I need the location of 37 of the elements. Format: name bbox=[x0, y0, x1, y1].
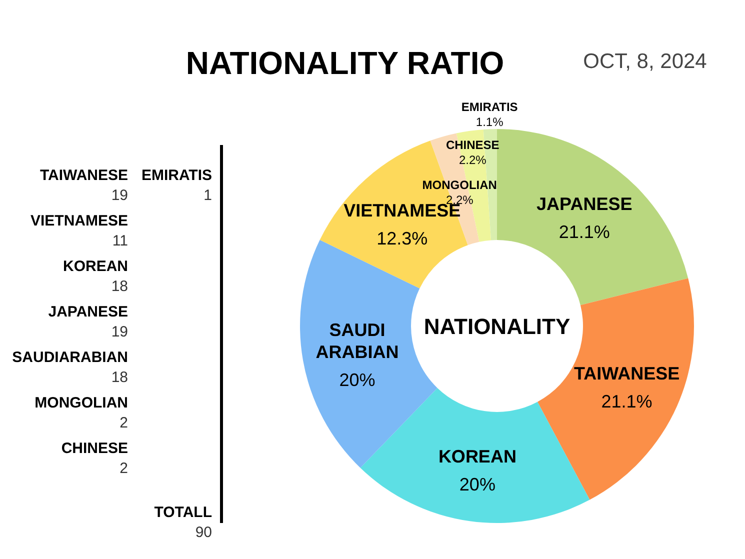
text: 2 bbox=[120, 414, 128, 432]
data-label: 20% bbox=[339, 370, 376, 390]
data-label: 2.2% bbox=[458, 153, 487, 167]
text: 19 bbox=[111, 324, 128, 340]
data-label: 12.3% bbox=[376, 228, 428, 248]
data-label: 1.1% bbox=[476, 115, 504, 129]
text: TAIWANESE bbox=[40, 167, 128, 184]
text: EMIRATIS bbox=[141, 167, 212, 184]
text: 18 bbox=[111, 278, 128, 295]
data-label: 21.1% bbox=[558, 222, 610, 242]
text: 19 bbox=[111, 187, 128, 204]
text: 2 bbox=[120, 460, 128, 477]
slice-label: CHINESE bbox=[446, 138, 500, 152]
text: MONGOLIAN bbox=[34, 394, 128, 412]
data-label: 20% bbox=[459, 474, 496, 495]
chart-title: NATIONALITY RATIO bbox=[186, 45, 504, 81]
slice-label: MONGOLIAN bbox=[422, 178, 497, 192]
donut-slice bbox=[497, 129, 688, 306]
data-label: 21.1% bbox=[601, 392, 652, 412]
text: CHINESE bbox=[61, 440, 128, 457]
text: SAUDIARABIAN bbox=[12, 349, 128, 366]
text: 90 bbox=[195, 524, 212, 541]
slice-label: KOREAN bbox=[438, 446, 516, 467]
text: KOREAN bbox=[62, 258, 128, 275]
slice-label: EMIRATIS bbox=[461, 100, 518, 114]
text: TOTALL bbox=[154, 504, 212, 521]
text: JAPANESE bbox=[48, 304, 128, 320]
donut-slice bbox=[360, 388, 590, 523]
text: 18 bbox=[111, 369, 128, 386]
text: NATIONALITY bbox=[424, 314, 570, 339]
slice-label: JAPANESE bbox=[536, 194, 632, 214]
slice-label: SAUDI ARABIAN bbox=[316, 320, 399, 362]
chart-subtitle: OCT, 8, 2024 bbox=[583, 50, 708, 73]
text: 11 bbox=[112, 232, 128, 250]
text: 1 bbox=[204, 187, 212, 204]
slice-label: TAIWANESE bbox=[574, 364, 680, 384]
text: VIETNAMESE bbox=[30, 212, 128, 230]
